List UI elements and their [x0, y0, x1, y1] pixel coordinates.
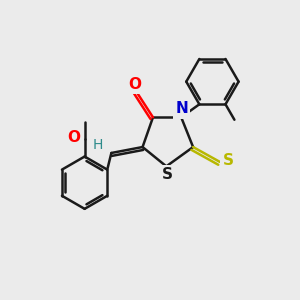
Text: O: O: [129, 77, 142, 92]
Text: O: O: [68, 130, 81, 145]
Text: N: N: [176, 101, 188, 116]
Text: S: S: [223, 153, 234, 168]
Text: S: S: [161, 167, 172, 182]
Text: H: H: [93, 138, 103, 152]
